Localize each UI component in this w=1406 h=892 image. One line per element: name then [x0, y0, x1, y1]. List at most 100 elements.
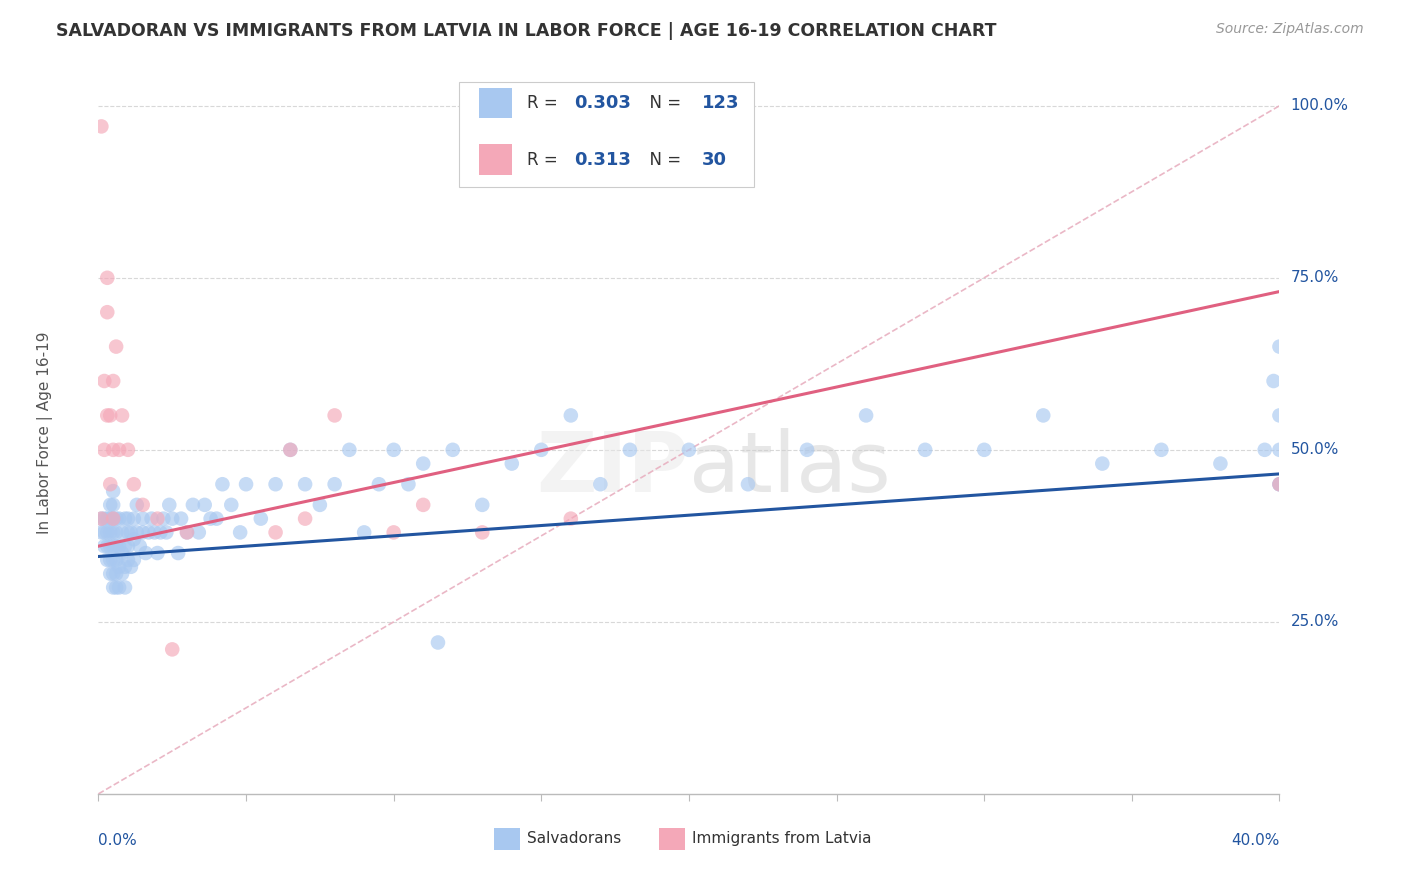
Point [294, 477, 316, 491]
Point [105, 539, 128, 553]
Point [122, 511, 145, 525]
Point [122, 553, 145, 567]
Point [427, 635, 450, 649]
Point [353, 525, 375, 540]
Point [796, 442, 818, 457]
Point [96, 409, 118, 423]
Point [264, 477, 287, 491]
Text: 50.0%: 50.0% [1291, 442, 1339, 458]
Point [117, 511, 139, 525]
Text: R =: R = [527, 151, 564, 169]
Point [117, 539, 139, 553]
Point [619, 442, 641, 457]
Point [98, 477, 121, 491]
Point [855, 409, 877, 423]
Point [1268, 340, 1291, 354]
Point [96, 539, 118, 553]
Point [149, 525, 172, 540]
Text: Source: ZipAtlas.com: Source: ZipAtlas.com [1216, 22, 1364, 37]
Point [280, 442, 302, 457]
Point [125, 498, 148, 512]
Point [382, 525, 405, 540]
Text: N =: N = [640, 151, 686, 169]
Point [103, 539, 125, 553]
Point [560, 409, 582, 423]
Text: 123: 123 [702, 95, 740, 112]
Text: N =: N = [640, 95, 686, 112]
Point [176, 525, 198, 540]
Point [105, 340, 128, 354]
Point [235, 477, 257, 491]
Point [382, 442, 405, 457]
Point [96, 525, 118, 540]
Bar [494, 828, 520, 849]
Point [441, 442, 464, 457]
Point [98, 498, 121, 512]
Point [96, 553, 118, 567]
Point [111, 525, 134, 540]
Point [368, 477, 391, 491]
Text: 75.0%: 75.0% [1291, 270, 1339, 285]
Text: 40.0%: 40.0% [1232, 833, 1279, 847]
Point [122, 477, 145, 491]
Point [114, 539, 136, 553]
Point [412, 498, 434, 512]
Point [309, 498, 332, 512]
Point [103, 566, 125, 581]
Point [146, 546, 169, 560]
Point [120, 525, 142, 540]
Point [93, 539, 115, 553]
Point [200, 511, 222, 525]
Point [96, 305, 118, 319]
Point [108, 442, 131, 457]
Text: Salvadorans: Salvadorans [527, 831, 621, 847]
Point [114, 581, 136, 595]
Point [132, 511, 155, 525]
Text: 0.313: 0.313 [575, 151, 631, 169]
Text: R =: R = [527, 95, 564, 112]
Text: 0.303: 0.303 [575, 95, 631, 112]
Point [114, 511, 136, 525]
Point [122, 533, 145, 547]
Text: Immigrants from Latvia: Immigrants from Latvia [693, 831, 872, 847]
Point [737, 477, 759, 491]
Point [93, 374, 115, 388]
Point [1268, 442, 1291, 457]
Point [143, 525, 166, 540]
Point [103, 525, 125, 540]
Point [323, 409, 346, 423]
Point [90, 511, 112, 525]
Point [103, 511, 125, 525]
Point [105, 511, 128, 525]
Point [1268, 477, 1291, 491]
Point [167, 546, 190, 560]
Point [90, 511, 112, 525]
Point [170, 511, 193, 525]
Point [117, 442, 139, 457]
Bar [659, 828, 685, 849]
Point [155, 525, 177, 540]
Text: In Labor Force | Age 16-19: In Labor Force | Age 16-19 [38, 331, 53, 534]
Point [1263, 374, 1285, 388]
Point [98, 553, 121, 567]
Point [103, 484, 125, 499]
Point [205, 511, 228, 525]
Point [125, 525, 148, 540]
Point [1032, 409, 1054, 423]
Point [221, 498, 243, 512]
Point [105, 581, 128, 595]
Point [132, 525, 155, 540]
Point [398, 477, 420, 491]
Point [105, 525, 128, 540]
Point [90, 120, 112, 134]
Point [98, 525, 121, 540]
Text: ZIP: ZIP [537, 428, 689, 509]
Point [132, 498, 155, 512]
Point [229, 525, 252, 540]
Point [108, 581, 131, 595]
Point [914, 442, 936, 457]
Point [560, 511, 582, 525]
Point [117, 525, 139, 540]
Point [108, 559, 131, 574]
Point [105, 566, 128, 581]
